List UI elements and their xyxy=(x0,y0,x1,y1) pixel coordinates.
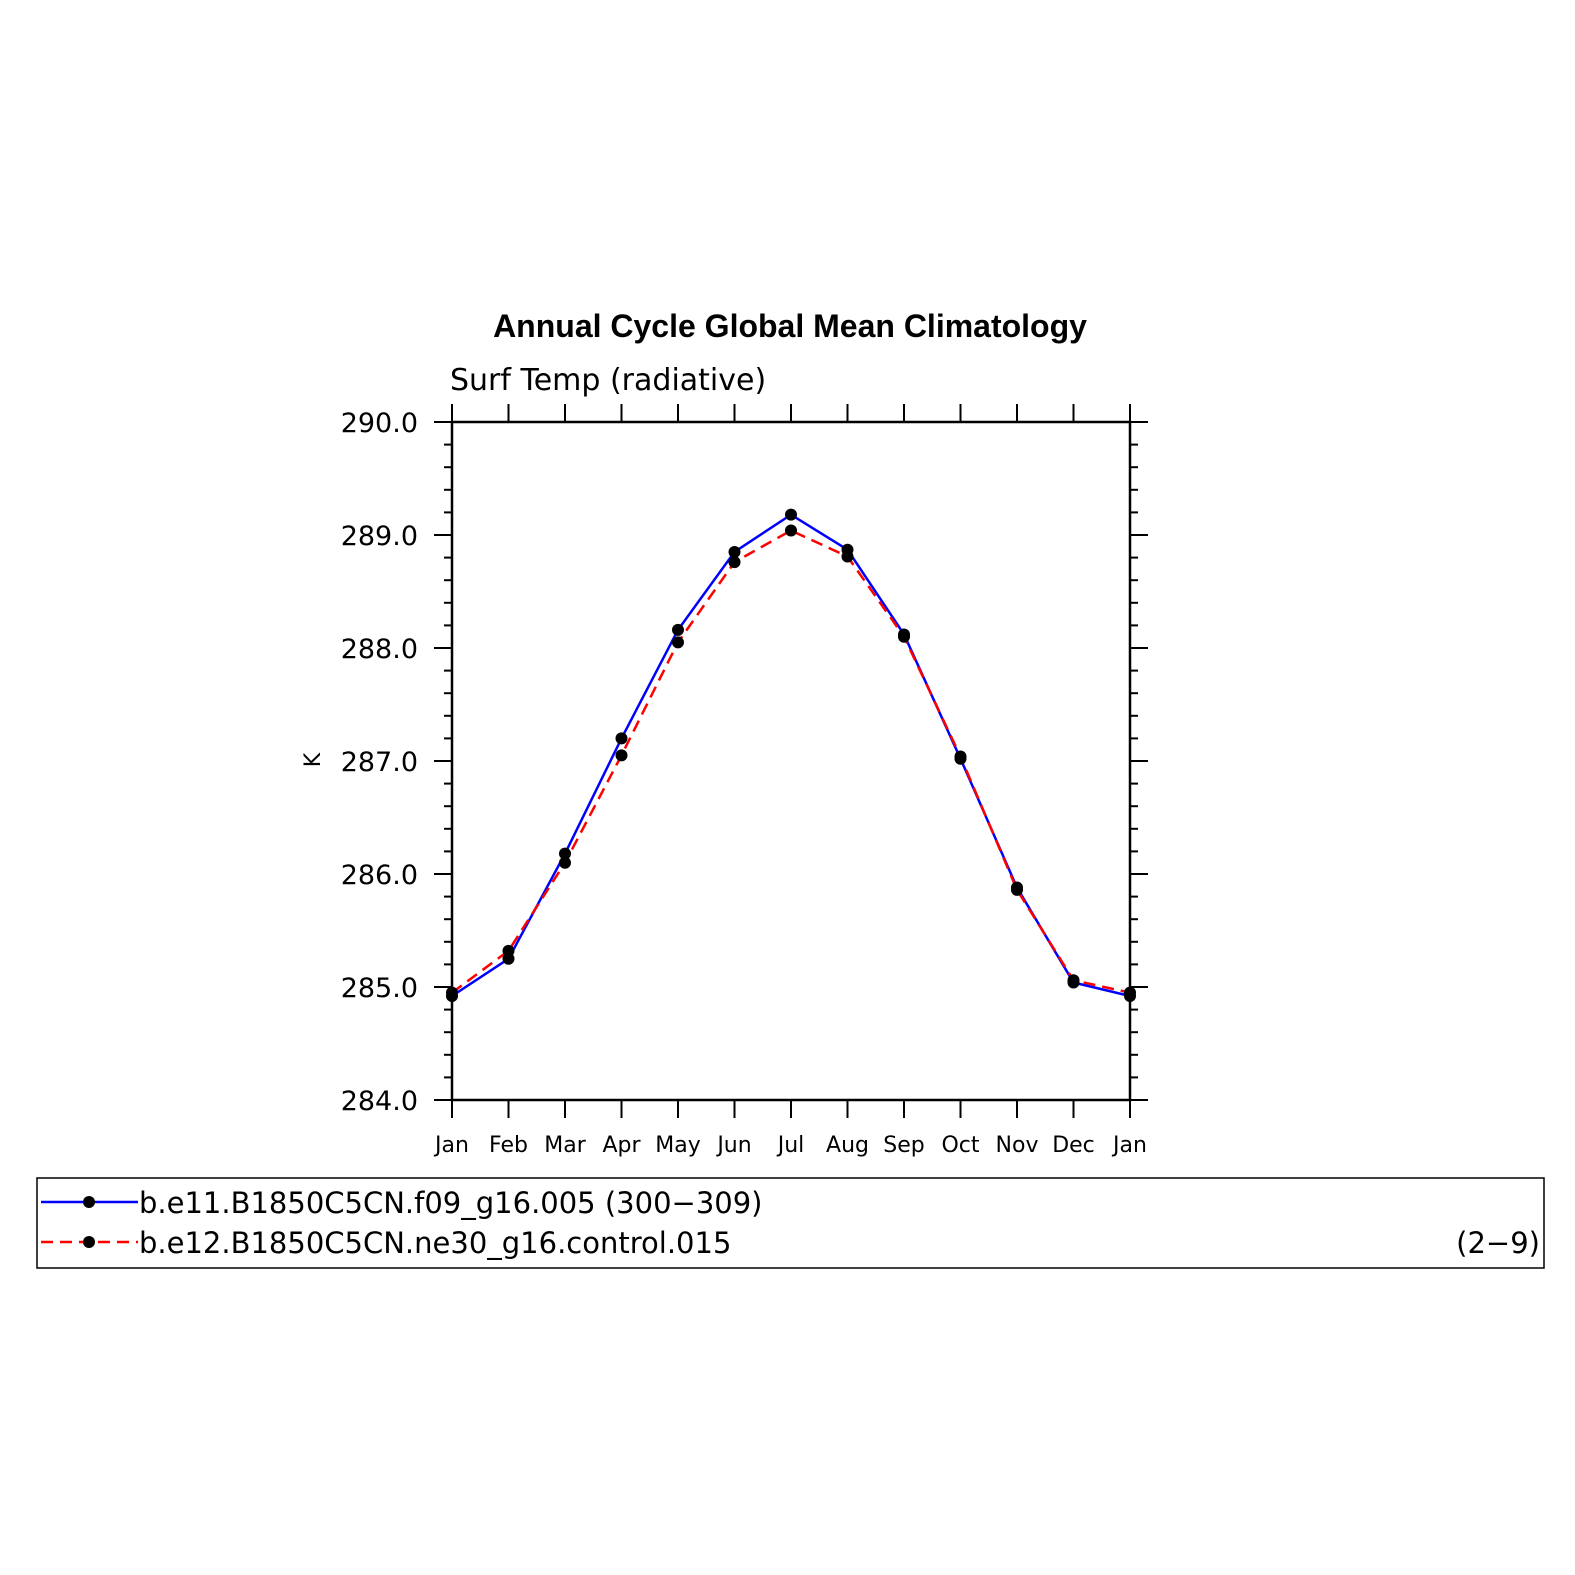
legend: b.e11.B1850C5CN.f09_g16.005 (300−309) b.… xyxy=(41,1186,1540,1260)
y-tick-label: 284.0 xyxy=(341,1086,418,1117)
x-tick-label: Jul xyxy=(776,1133,805,1158)
x-tick-label: Oct xyxy=(941,1133,979,1158)
data-point-series-2 xyxy=(898,630,910,643)
x-tick-label: Apr xyxy=(602,1133,641,1158)
data-point-series-2 xyxy=(841,550,854,563)
data-point-series-1 xyxy=(615,732,628,745)
plot-frame xyxy=(450,420,1132,1102)
x-tick-label: Feb xyxy=(489,1133,528,1158)
data-point-series-1 xyxy=(785,508,797,521)
chart-subtitle: Surf Temp (radiative) xyxy=(450,363,766,398)
series-line-1 xyxy=(451,513,1131,998)
x-tick-label: Aug xyxy=(826,1133,869,1158)
legend-box xyxy=(36,1177,1545,1269)
x-tick-label: Jun xyxy=(715,1133,751,1158)
y-tick-label: 287.0 xyxy=(341,747,418,778)
data-point-series-1 xyxy=(728,545,741,558)
data-point-series-2 xyxy=(1011,883,1023,896)
data-point-series-2 xyxy=(559,856,571,869)
y-tick-label: 285.0 xyxy=(341,973,418,1004)
legend-extra-label-series-2: (2−9) xyxy=(1456,1226,1540,1260)
axes: 284.0 285.0 286.0 287.0 288.0 289.0 290.0 Jan Fe… xyxy=(341,404,1148,1158)
y-tick-label: 289.0 xyxy=(341,521,418,552)
data-point-series-2 xyxy=(1067,974,1080,987)
legend-marker-series-1 xyxy=(83,1196,95,1208)
data-point-series-1 xyxy=(559,847,571,860)
data-point-series-2 xyxy=(672,636,684,649)
legend-label-series-1: b.e11.B1850C5CN.f09_g16.005 (300−309) xyxy=(139,1186,763,1220)
x-tick-label: Jan xyxy=(1111,1133,1147,1158)
legend-marker-series-2 xyxy=(83,1236,95,1248)
data-point-series-2 xyxy=(446,986,458,999)
data-point-series-2 xyxy=(615,749,628,762)
y-tick-label: 286.0 xyxy=(341,860,418,891)
chart-title: Annual Cycle Global Mean Climatology xyxy=(493,308,1087,344)
data-point-series-2 xyxy=(1124,986,1136,999)
data-point-series-2 xyxy=(502,944,515,957)
legend-label-series-2: b.e12.B1850C5CN.ne30_g16.control.015 xyxy=(139,1226,731,1260)
data-point-series-1 xyxy=(672,623,684,636)
data-point-series-2 xyxy=(954,750,967,763)
data-point-series-2 xyxy=(728,556,741,569)
y-tick-label: 288.0 xyxy=(341,634,418,665)
x-tick-label: Dec xyxy=(1052,1133,1095,1158)
series-line-2 xyxy=(451,529,1131,994)
data-point-series-2 xyxy=(785,524,797,537)
y-tick-label: 290.0 xyxy=(341,408,418,439)
series-group xyxy=(446,508,1136,1003)
x-tick-label: Mar xyxy=(544,1133,586,1158)
x-tick-label: May xyxy=(655,1133,700,1158)
x-tick-label: Jan xyxy=(433,1133,469,1158)
y-axis-label: K xyxy=(301,752,326,767)
x-tick-label: Nov xyxy=(996,1133,1039,1158)
x-tick-label: Sep xyxy=(883,1133,924,1158)
